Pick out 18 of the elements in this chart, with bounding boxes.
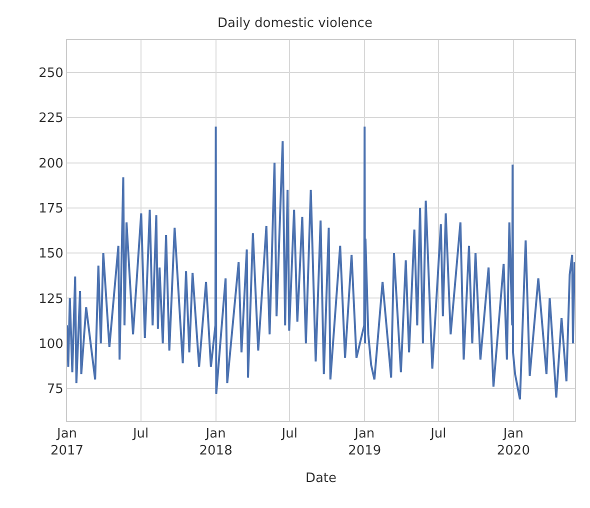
x-tick-label: Jul: [132, 426, 149, 442]
x-tick-label: Jan 2020: [496, 426, 530, 458]
y-tick-label: 125: [38, 292, 64, 307]
x-tick-label: Jan 2019: [348, 426, 382, 458]
y-tick-label: 225: [38, 111, 64, 126]
x-tick-label: Jan 2018: [199, 426, 232, 458]
line-series: [67, 126, 575, 400]
x-tick-label: Jul: [430, 426, 446, 442]
y-tick-label: 175: [38, 201, 64, 216]
y-tick-label: 250: [38, 66, 64, 82]
y-tick-label: 75: [46, 382, 64, 398]
chart-title: Daily domestic violence: [218, 16, 372, 31]
y-tick-label: 200: [38, 156, 64, 172]
x-tick-label: Jan 2017: [50, 426, 84, 458]
y-tick-label: 100: [38, 336, 64, 352]
y-tick-label: 150: [38, 246, 64, 262]
x-axis-title: Date: [305, 471, 337, 486]
x-tick-label: Jul: [280, 426, 298, 442]
